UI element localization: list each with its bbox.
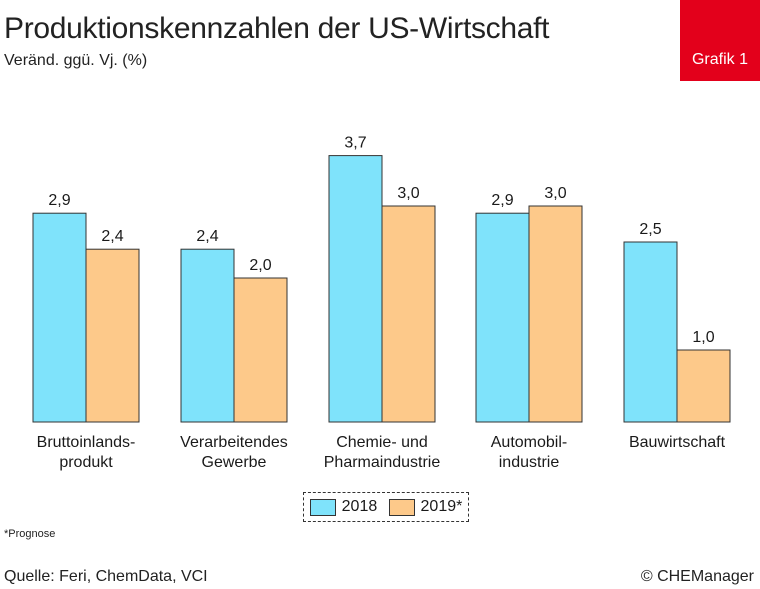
- value-label-2019-0: 2,4: [101, 228, 123, 245]
- category-label-2-0: Chemie- und: [336, 434, 428, 451]
- bar-2019-2: [381, 205, 436, 423]
- category-label-1-1: Gewerbe: [202, 454, 267, 471]
- category-label-2-1: Pharmaindustrie: [324, 454, 441, 471]
- value-label-2018-0: 2,9: [48, 192, 70, 209]
- chart-title: Produktionskennzahlen der US-Wirtschaft: [4, 12, 550, 45]
- category-label-1-0: Verarbeitendes: [180, 434, 288, 451]
- bar-2019-1: [233, 277, 288, 423]
- bar-2019-0: [85, 248, 140, 423]
- value-label-2019-2: 3,0: [397, 185, 419, 202]
- bar-2018-0: [32, 212, 87, 423]
- badge-label: Grafik 1: [691, 51, 748, 68]
- value-label-2018-2: 3,7: [344, 135, 366, 152]
- bar-2018-4: [623, 241, 678, 423]
- value-label-2019-1: 2,0: [249, 257, 271, 274]
- category-label-3-0: Automobil-: [491, 434, 567, 451]
- bar-2018-3: [475, 212, 530, 423]
- legend-label-2019: 2019*: [420, 498, 463, 515]
- bar-2019-3: [528, 205, 583, 423]
- bar-2018-2: [328, 155, 383, 423]
- bar-2018-1: [180, 248, 235, 423]
- category-label-3-1: industrie: [499, 454, 560, 471]
- grafik-badge: Grafik 1: [680, 0, 760, 81]
- legend-item-2019: 2019*: [388, 498, 463, 516]
- source-note: Quelle: Feri, ChemData, VCI: [4, 568, 208, 585]
- value-label-2018-4: 2,5: [639, 221, 661, 238]
- bar-2019-4: [676, 349, 731, 423]
- legend: 2018 2019*: [303, 492, 469, 522]
- value-label-2018-3: 2,9: [491, 192, 513, 209]
- category-label-4-0: Bauwirtschaft: [629, 434, 726, 451]
- legend-label-2018: 2018: [341, 498, 378, 515]
- legend-swatch-2019: [388, 498, 415, 516]
- value-label-2019-3: 3,0: [544, 185, 566, 202]
- category-label-0-1: produkt: [59, 454, 113, 471]
- copyright-note: © CHEManager: [640, 568, 754, 585]
- footnote: *Prognose: [4, 528, 56, 540]
- category-label-0-0: Bruttoinlands-: [37, 434, 136, 451]
- chart-subtitle: Veränd. ggü. Vj. (%): [4, 52, 148, 69]
- value-label-2018-1: 2,4: [196, 228, 218, 245]
- legend-item-2018: 2018: [309, 498, 378, 516]
- value-label-2019-4: 1,0: [692, 329, 714, 346]
- legend-swatch-2018: [309, 498, 336, 516]
